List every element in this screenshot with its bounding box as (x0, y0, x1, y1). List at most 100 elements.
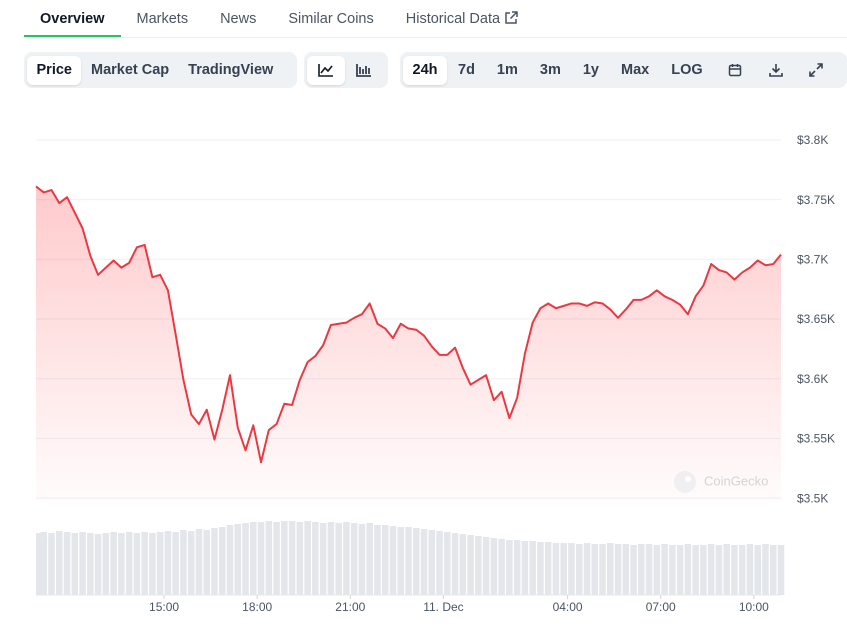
volume-bar (405, 527, 412, 595)
volume-bar (187, 531, 195, 595)
range-button[interactable]: 24h (403, 55, 447, 85)
tab[interactable]: Markets (136, 11, 189, 27)
volume-bar (537, 542, 544, 595)
volume-bar (79, 532, 86, 595)
volume-bar (87, 533, 94, 595)
y-tick-label: $3.75K (797, 193, 835, 207)
volume-bar (381, 525, 389, 595)
volume-bar (544, 542, 552, 595)
volume-bar (552, 543, 560, 595)
x-tick-label: 04:00 (553, 600, 583, 614)
view-switch: Price Market Cap TradingView (24, 52, 297, 88)
view-button[interactable]: Price (27, 55, 82, 85)
download-icon (768, 64, 783, 77)
volume-bar (676, 545, 684, 595)
candle-icon (356, 64, 371, 77)
watermark-logo (674, 471, 696, 493)
volume-bar (762, 544, 769, 595)
volume-bar (754, 545, 761, 595)
range-button[interactable]: 1y (582, 61, 599, 78)
tab[interactable]: News (220, 11, 257, 27)
volume-bar (319, 523, 327, 595)
y-tick-label: $3.55K (797, 432, 835, 446)
range-switch: 24h 7d 1m 3m 1y Max LOG (400, 52, 847, 88)
volume-bar (304, 521, 311, 595)
volume-bar (568, 543, 575, 595)
volume-bar (436, 531, 443, 595)
volume-bar (273, 522, 280, 595)
volume-bar (560, 543, 567, 595)
volume-bar (164, 531, 172, 595)
y-tick-label: $3.6K (797, 372, 828, 386)
tab-label: Historical Data (405, 11, 501, 27)
range-button[interactable]: 1m (496, 61, 518, 78)
log-button[interactable]: LOG (671, 61, 703, 78)
external-link-icon (505, 11, 518, 24)
volume-bar (397, 527, 405, 595)
volume-bar (257, 522, 265, 595)
volume-bar (358, 524, 366, 595)
calendar-button[interactable] (714, 56, 756, 85)
volume-bar (638, 544, 645, 595)
volume-bar (746, 544, 754, 595)
volume-bar (738, 545, 746, 595)
volume-bar (513, 540, 521, 595)
volume-bar (149, 533, 156, 595)
volume-bar (490, 538, 498, 595)
volume-bar (71, 533, 79, 595)
volume-bar (211, 528, 218, 595)
watermark-logo-eye (685, 476, 691, 482)
volume-bar (203, 530, 210, 595)
range-button[interactable]: Max (621, 61, 650, 78)
volume-bar (583, 543, 591, 595)
tab[interactable]: Similar Coins (288, 11, 374, 27)
fullscreen-button[interactable] (796, 56, 836, 85)
volume-bar (226, 525, 234, 595)
volume-bar (529, 541, 536, 595)
volume-bar (250, 522, 257, 595)
volume-bar (521, 541, 529, 595)
range-button[interactable]: 3m (539, 61, 561, 78)
line-chart-button[interactable] (307, 55, 345, 85)
volume-bar (591, 544, 599, 595)
volume-bar (102, 533, 110, 595)
volume-bar (133, 533, 141, 595)
tab[interactable]: Historical Data (390, 0, 534, 37)
volume-bar (110, 532, 117, 595)
volume-bar (622, 544, 630, 595)
volume-bar (645, 544, 653, 595)
volume-bar (389, 526, 397, 595)
volume-bar (288, 521, 296, 595)
x-tick-label: 11. Dec (423, 600, 463, 614)
volume-bar (296, 522, 304, 595)
x-tick-label: 21:00 (335, 600, 365, 614)
volume-bar (350, 523, 358, 595)
volume-bar (482, 537, 490, 595)
x-tick-label: 07:00 (646, 600, 676, 614)
volume-bar (312, 522, 319, 595)
x-tick-label: 15:00 (149, 600, 179, 614)
view-button[interactable]: TradingView (188, 61, 274, 78)
candle-chart-button[interactable] (345, 56, 383, 85)
volume-bar (56, 531, 63, 595)
volume-bar (327, 522, 335, 595)
volume-bar (599, 544, 606, 595)
volume-bar (218, 527, 226, 595)
volume-bar (420, 529, 428, 595)
volume-bar (707, 544, 715, 595)
view-button[interactable]: Market Cap (90, 61, 170, 78)
chart-style-switch (304, 52, 388, 88)
download-button[interactable] (756, 56, 796, 85)
volume-bar (94, 534, 102, 595)
volume-bar (343, 522, 350, 595)
volume-bar (428, 530, 436, 595)
tab[interactable]: Overview (24, 0, 121, 37)
volume-bar (684, 544, 692, 595)
volume-bar (444, 532, 451, 595)
range-button[interactable]: 7d (458, 61, 475, 78)
volume-bar (195, 529, 203, 595)
volume-bar (630, 545, 637, 595)
calendar-icon (728, 64, 741, 77)
